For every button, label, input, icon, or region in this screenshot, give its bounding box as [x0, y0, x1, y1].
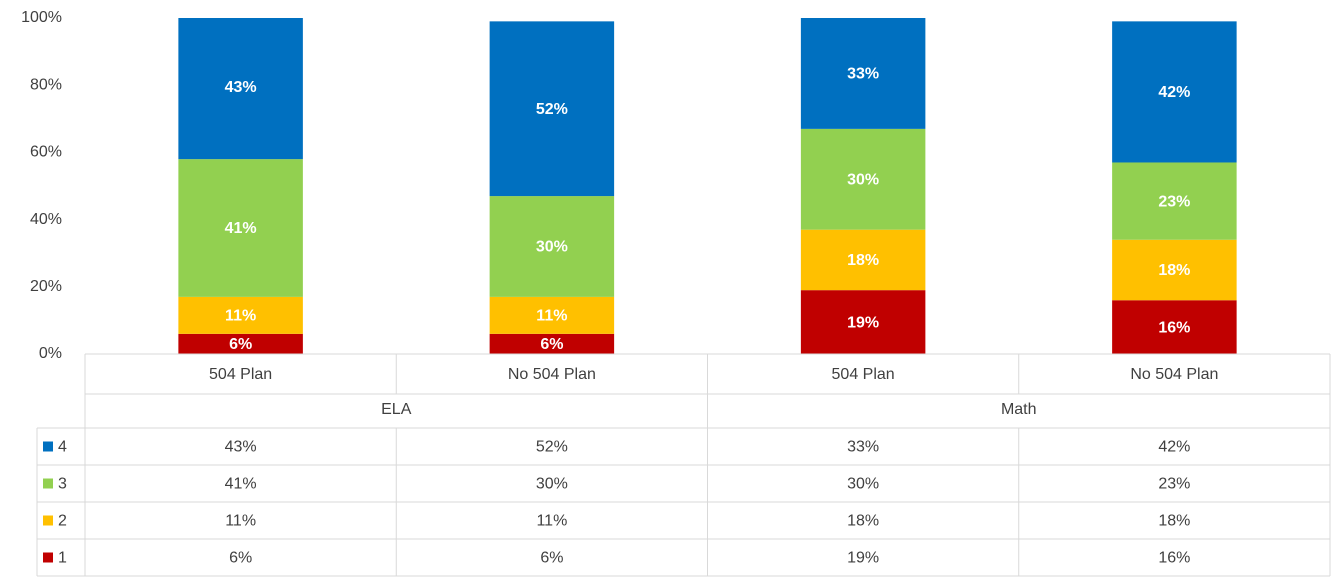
- table-cell: 19%: [847, 550, 879, 567]
- group-label: ELA: [381, 401, 412, 418]
- table-cell: 6%: [540, 550, 563, 567]
- bar-segment: [178, 296, 303, 334]
- x-tick-label: 504 Plan: [209, 366, 272, 383]
- table-cell: 42%: [1158, 439, 1190, 456]
- bar-segment: [800, 128, 926, 230]
- x-tick-label: No 504 Plan: [1130, 366, 1218, 383]
- bar-segment: [1112, 300, 1237, 354]
- x-tick-label: No 504 Plan: [508, 366, 596, 383]
- bar-segment: [800, 18, 926, 129]
- table-cell: 30%: [536, 476, 568, 493]
- bar-segment: [800, 229, 926, 291]
- plot-area: [178, 18, 1237, 354]
- table-cell: 18%: [1158, 513, 1190, 530]
- data-label: 52%: [536, 101, 568, 118]
- legend-label: 3: [58, 476, 67, 493]
- data-label: 23%: [1158, 193, 1190, 210]
- table-cell: 6%: [229, 550, 252, 567]
- bar-segment: [489, 333, 615, 354]
- legend-key: [43, 552, 53, 563]
- x-tick-label: 504 Plan: [832, 366, 895, 383]
- data-label: 33%: [847, 66, 879, 83]
- data-label: 42%: [1158, 84, 1190, 101]
- bar-segment: [489, 296, 615, 334]
- bar-segment: [489, 196, 615, 297]
- y-tick-label: 40%: [30, 211, 62, 228]
- legend-label: 1: [58, 550, 67, 567]
- data-label: 6%: [229, 336, 252, 353]
- y-tick-label: 80%: [30, 76, 62, 93]
- table-cell: 30%: [847, 476, 879, 493]
- data-label: 19%: [847, 314, 879, 331]
- data-label: 43%: [225, 79, 257, 96]
- bar-segment: [1112, 239, 1237, 301]
- table-cell: 33%: [847, 439, 879, 456]
- data-label: 30%: [536, 239, 568, 256]
- data-label: 11%: [225, 308, 256, 325]
- bar-segment: [178, 333, 303, 354]
- legend-key: [43, 478, 53, 489]
- legend-key: [43, 515, 53, 526]
- bar-segment: [178, 18, 303, 160]
- group-label: Math: [1001, 401, 1037, 418]
- legend-label: 4: [58, 439, 67, 456]
- data-label: 6%: [540, 336, 563, 353]
- y-tick-label: 0%: [39, 345, 62, 362]
- table-cell: 11%: [536, 513, 567, 530]
- y-tick-label: 20%: [30, 278, 62, 295]
- bar-segment: [178, 159, 303, 297]
- y-tick-label: 60%: [30, 144, 62, 161]
- data-label: 16%: [1158, 319, 1190, 336]
- data-label: 30%: [847, 171, 879, 188]
- legend-key: [43, 441, 53, 452]
- table-cell: 52%: [536, 439, 568, 456]
- bar-segment: [1112, 162, 1237, 240]
- table-cell: 11%: [225, 513, 256, 530]
- table-cell: 43%: [225, 439, 257, 456]
- legend-label: 2: [58, 513, 67, 530]
- y-tick-label: 100%: [21, 9, 62, 26]
- bar-segment: [800, 290, 926, 354]
- data-label: 41%: [225, 220, 257, 237]
- table-cell: 18%: [847, 513, 879, 530]
- data-label: 11%: [536, 308, 567, 325]
- data-label: 18%: [1158, 262, 1190, 279]
- bar-segment: [1112, 21, 1237, 163]
- bar-segment: [489, 21, 615, 197]
- data-label: 18%: [847, 252, 879, 269]
- table-cell: 41%: [225, 476, 257, 493]
- table-cell: 16%: [1158, 550, 1190, 567]
- table-cell: 23%: [1158, 476, 1190, 493]
